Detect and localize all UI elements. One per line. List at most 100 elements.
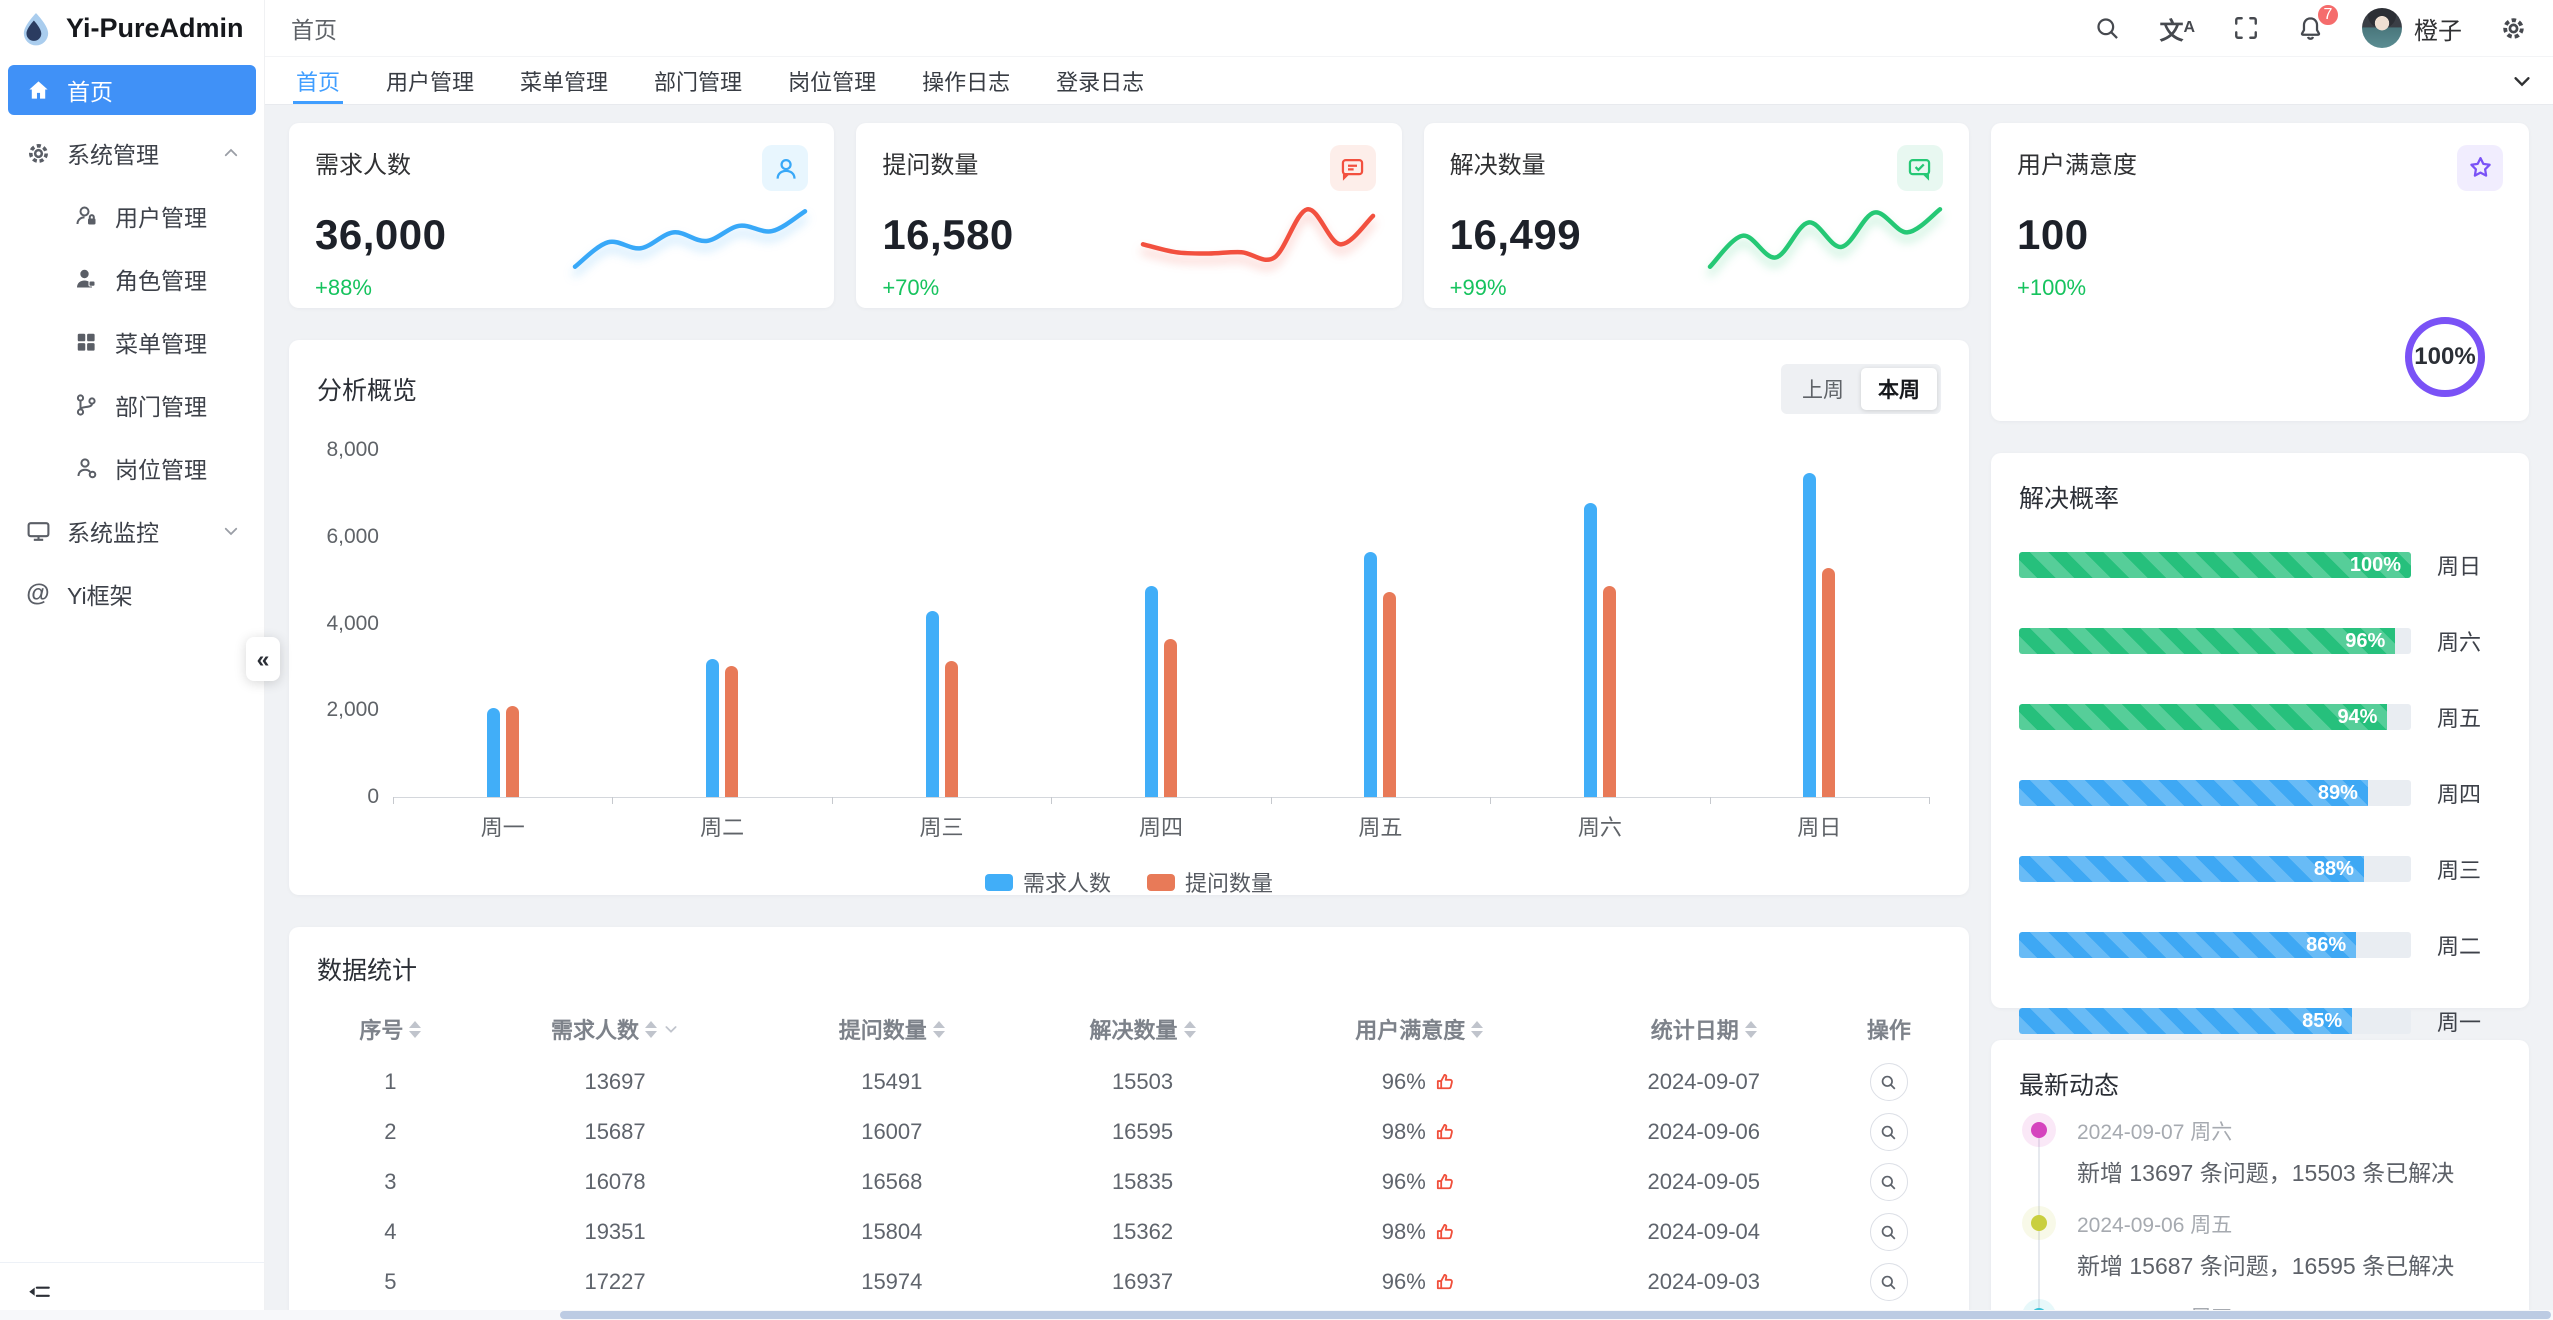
stat-card-growth: +100% [2017,275,2087,300]
sort-carets-icon[interactable] [1471,1020,1484,1038]
chevron-down-icon [222,522,240,540]
sidebar-item-role-management[interactable]: 角色管理 [8,254,256,304]
branch-icon [72,393,100,417]
stat-card-growth: +99% [1449,275,1507,300]
tab-6[interactable]: 登录日志 [1056,69,1145,95]
row-search-button[interactable] [1869,1163,1908,1201]
row-search-button[interactable] [1869,1213,1908,1251]
x-axis-label: 周一 [480,815,525,840]
thumb-up-icon [1436,1273,1453,1289]
search-icon [1882,1275,1896,1289]
timeline-item: 2024-09-06 周五 新增 15687 条问题，16595 条已解决 [2031,1209,2501,1281]
column-header-2[interactable]: 提问数量 [766,1001,1017,1057]
sidebar-item-label: 系统监控 [67,520,159,546]
tab-1[interactable]: 用户管理 [386,69,475,95]
y-axis-tick: 2,000 [326,698,379,722]
at-icon: @ [26,580,50,607]
column-header-3[interactable]: 解决数量 [1017,1001,1268,1057]
bar-chart-legend: 需求人数 提问数量 [317,866,1941,898]
tab-bar: 首页 用户管理 菜单管理 部门管理 岗位管理 操作日志 登录日志 [265,57,2553,105]
x-axis-label: 周六 [1577,815,1622,840]
table-row: 2 15687 16007 16595 98% 2024-09-06 [317,1107,1941,1157]
timeline-dot [2031,1215,2047,1231]
table-row: 3 16078 16568 15835 96% 2024-09-05 [317,1157,1941,1207]
bar-group-周六 [1583,502,1616,797]
week-toggle-option[interactable]: 本周 [1861,368,1937,410]
stat-card-demand: 需求人数 36,000 +88% [289,123,835,308]
tab-options-chevron-icon[interactable] [2491,57,2553,104]
sort-carets-icon[interactable] [645,1020,658,1038]
solve-probability-row: 86% 周二 [2019,929,2501,961]
data-table: 序号 需求人数 提问数量 解决数量 用户满意度 统计日期 操作 1 13697 15491 155… [317,1001,1941,1320]
sidebar-item-home[interactable]: 首页 [8,65,256,115]
row-search-button[interactable] [1869,1263,1908,1301]
role-user-icon [72,267,100,291]
sort-carets-icon[interactable] [409,1020,422,1038]
sidebar-menu: 首页 系统管理 用户管理 角色管理 菜单管 [0,57,264,619]
water-drop-logo-icon [23,12,49,45]
x-axis-label: 周日 [1797,815,1842,840]
sidebar-item-department-management[interactable]: 部门管理 [8,380,256,430]
breadcrumb[interactable]: 首页 [291,17,337,43]
solve-probability-row: 89% 周四 [2019,777,2501,809]
sidebar-item-label: 岗位管理 [115,457,207,483]
trend-sparkline [1140,207,1375,263]
column-header-4[interactable]: 用户满意度 [1268,1001,1571,1057]
thumb-up-icon [1436,1073,1453,1089]
sort-carets-icon[interactable] [932,1020,945,1038]
week-toggle-option[interactable]: 上周 [1802,379,1844,402]
timeline: 2024-09-07 周六 新增 13697 条问题，15503 条已解决 2024… [2019,1116,2501,1320]
column-header-5[interactable]: 统计日期 [1571,1001,1837,1057]
sidebar-item-system-management[interactable]: 系统管理 [8,128,256,178]
search-icon[interactable] [2094,15,2121,42]
row-search-button[interactable] [1869,1113,1908,1151]
sidebar-item-yi-framework[interactable]: @ Yi框架 [8,569,256,619]
y-axis-tick: 8,000 [326,438,379,461]
monitor-icon [24,519,52,544]
legend-item[interactable]: 需求人数 [984,866,1111,898]
tab-2[interactable]: 菜单管理 [520,69,609,95]
timeline-item: 2024-09-07 周六 新增 13697 条问题，15503 条已解决 [2031,1116,2501,1188]
sort-carets-icon[interactable] [1183,1020,1196,1038]
y-axis-tick: 0 [367,785,379,808]
fold-sidebar-icon[interactable] [26,1279,52,1305]
logo[interactable]: Yi-PureAdmin [0,0,264,57]
fullscreen-icon[interactable] [2233,15,2259,41]
sidebar-item-system-monitor[interactable]: 系统监控 [8,506,256,556]
stat-card-value: 16,499 [1449,211,1582,258]
collapse-sidebar-button[interactable]: « [246,637,280,681]
filter-chevron-icon[interactable] [663,1021,679,1037]
tab-0[interactable]: 首页 [273,57,363,104]
app-title: Yi-PureAdmin [66,13,244,43]
chevron-up-icon [222,144,240,162]
solve-probability-row: 100% 周日 [2019,549,2501,581]
bar-group-周日 [1803,472,1836,797]
tab-bar-items: 首页 用户管理 菜单管理 部门管理 岗位管理 操作日志 登录日志 [273,57,1167,104]
tab-4[interactable]: 岗位管理 [788,69,877,95]
sidebar-item-label: 首页 [67,79,113,105]
tab-5[interactable]: 操作日志 [922,69,1011,95]
settings-gear-icon[interactable] [2500,15,2527,42]
sidebar: Yi-PureAdmin 首页 系统管理 用户管理 [0,0,265,1320]
horizontal-scrollbar-thumb[interactable] [560,1311,2551,1319]
search-icon [1882,1125,1896,1139]
bar-group-周三 [925,610,958,797]
gear-icon [24,141,52,166]
sidebar-item-user-management[interactable]: 用户管理 [8,191,256,241]
notification-bell-icon[interactable]: 7 [2297,2,2340,42]
user-menu[interactable]: 橙子 [2362,8,2462,48]
sidebar-item-label: 系统管理 [67,142,159,168]
legend-item[interactable]: 提问数量 [1147,866,1273,898]
panel-title: 数据统计 [317,957,418,985]
tab-3[interactable]: 部门管理 [654,69,743,95]
column-header-0[interactable]: 序号 [317,1001,464,1057]
message-check-icon [1896,145,1943,191]
column-header-1[interactable]: 需求人数 [464,1001,767,1057]
sort-carets-icon[interactable] [1744,1020,1757,1038]
sidebar-item-menu-management[interactable]: 菜单管理 [8,317,256,367]
sidebar-item-position-management[interactable]: 岗位管理 [8,443,256,493]
row-search-button[interactable] [1869,1063,1908,1101]
sidebar-item-label: 角色管理 [115,268,207,294]
trend-sparkline [1707,207,1943,269]
